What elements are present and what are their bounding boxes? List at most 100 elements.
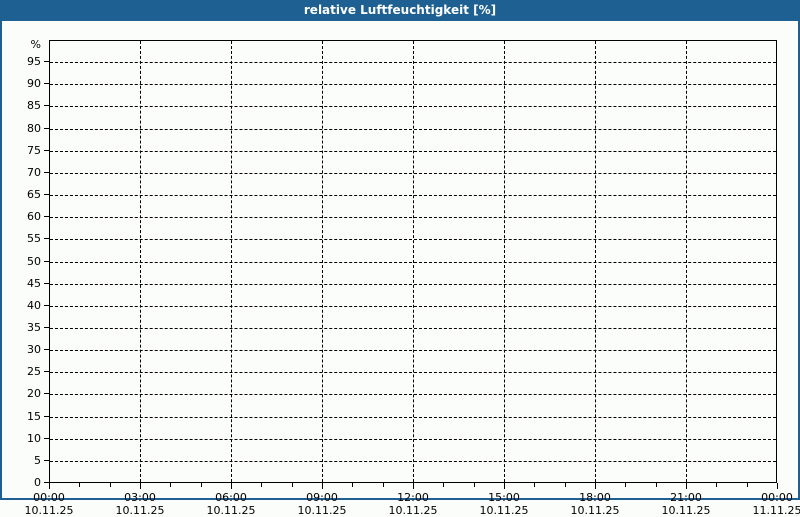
x-axis-minor-tick — [79, 483, 81, 487]
y-axis-tick-label: 5 — [34, 453, 41, 467]
x-axis-tick-time: 03:00 — [124, 491, 156, 504]
vertical-gridline — [504, 41, 505, 482]
vertical-gridline — [595, 41, 596, 482]
x-axis-minor-tick — [564, 483, 566, 487]
y-axis-tick — [44, 260, 49, 262]
x-axis-minor-tick — [716, 483, 718, 487]
x-axis-minor-tick — [382, 483, 384, 487]
x-axis-tick-date: 10.11.25 — [115, 504, 165, 517]
vertical-gridline — [413, 41, 414, 482]
x-axis-major-tick — [231, 483, 232, 489]
x-axis-tick-time: 00:00 — [33, 491, 65, 504]
y-axis-tick — [44, 127, 49, 129]
x-axis-minor-tick — [170, 483, 172, 487]
y-axis-tick-label: 65 — [27, 188, 41, 202]
vertical-gridline — [231, 41, 232, 482]
y-axis-tick-label: 30 — [27, 343, 41, 357]
plot-area — [49, 40, 777, 483]
y-axis-tick-label: 40 — [27, 298, 41, 312]
y-axis-tick-label: 35 — [27, 320, 41, 334]
x-axis-minor-tick — [746, 483, 748, 487]
y-axis-tick — [44, 326, 49, 328]
chart-canvas: % 0 5 10 15 20 25 30 35 40 45 50 55 60 65 70 75 80 85 90 95… — [2, 21, 800, 517]
vertical-gridline — [140, 41, 141, 482]
x-axis-tick-label: 15:00 10.11.25 — [459, 491, 549, 517]
y-axis-unit-label: % — [30, 38, 41, 52]
x-axis-minor-tick — [352, 483, 354, 487]
x-axis-tick-time: 21:00 — [670, 491, 702, 504]
vertical-gridline — [322, 41, 323, 482]
y-axis-tick — [44, 216, 49, 218]
x-axis-tick-date: 10.11.25 — [661, 504, 711, 517]
y-axis-tick — [44, 83, 49, 85]
x-axis-tick-date: 10.11.25 — [570, 504, 620, 517]
x-axis-minor-tick — [443, 483, 445, 487]
y-axis-tick-label: 50 — [27, 254, 41, 268]
y-axis-tick — [44, 304, 49, 306]
x-axis-tick-date: 10.11.25 — [388, 504, 438, 517]
x-axis-minor-tick — [473, 483, 475, 487]
y-axis-tick — [44, 459, 49, 461]
x-axis-major-tick — [413, 483, 414, 489]
y-axis-tick — [44, 437, 49, 439]
y-axis-tick-label: 85 — [27, 99, 41, 113]
y-axis-tick-label: 80 — [27, 121, 41, 135]
x-axis-tick-label: 06:00 10.11.25 — [186, 491, 276, 517]
x-axis-tick-date: 10.11.25 — [24, 504, 74, 517]
y-axis-tick — [44, 371, 49, 373]
x-axis-tick-label: 00:00 10.11.25 — [4, 491, 94, 517]
x-axis-tick-label: 09:00 10.11.25 — [277, 491, 367, 517]
y-axis-tick — [44, 415, 49, 417]
x-axis-tick-label: 21:00 10.11.25 — [641, 491, 731, 517]
x-axis-minor-tick — [534, 483, 536, 487]
y-axis-tick — [44, 149, 49, 151]
y-axis-tick — [44, 393, 49, 395]
x-axis-tick-time: 06:00 — [215, 491, 247, 504]
y-axis-tick — [44, 105, 49, 107]
x-axis-major-tick — [595, 483, 596, 489]
y-axis-tick-label: 45 — [27, 276, 41, 290]
x-axis-tick-date: 10.11.25 — [206, 504, 256, 517]
y-axis-tick-label: 10 — [27, 431, 41, 445]
vertical-gridline — [686, 41, 687, 482]
page-title: relative Luftfeuchtigkeit [%] — [303, 3, 497, 17]
x-axis-minor-tick — [109, 483, 111, 487]
y-axis-tick — [44, 349, 49, 351]
y-axis-tick — [44, 171, 49, 173]
x-axis-tick-label: 18:00 10.11.25 — [550, 491, 640, 517]
y-axis-tick — [44, 61, 49, 63]
y-axis-tick-label: 90 — [27, 77, 41, 91]
x-axis-major-tick — [686, 483, 687, 489]
y-axis-tick-label: 60 — [27, 210, 41, 224]
y-axis-tick-label: 15 — [27, 409, 41, 423]
x-axis-tick-label: 03:00 10.11.25 — [95, 491, 185, 517]
y-axis-tick-label: 25 — [27, 365, 41, 379]
y-axis-tick — [44, 194, 49, 196]
x-axis-tick-date: 10.11.25 — [297, 504, 347, 517]
x-axis-tick-time: 00:00 — [761, 491, 793, 504]
x-axis-tick-date: 10.11.25 — [479, 504, 529, 517]
y-axis-tick — [44, 238, 49, 240]
x-axis-major-tick — [504, 483, 505, 489]
x-axis-minor-tick — [625, 483, 627, 487]
y-axis-tick — [44, 282, 49, 284]
x-axis-tick-time: 12:00 — [397, 491, 429, 504]
x-axis-major-tick — [777, 483, 778, 489]
y-axis-tick — [44, 482, 49, 483]
y-axis-tick-label: 0 — [34, 476, 41, 489]
y-axis-tick-label: 55 — [27, 232, 41, 246]
x-axis-tick-label: 12:00 10.11.25 — [368, 491, 458, 517]
x-axis-major-tick — [49, 483, 50, 489]
x-axis-minor-tick — [200, 483, 202, 487]
y-axis-tick-label: 95 — [27, 55, 41, 69]
x-axis-tick-time: 18:00 — [579, 491, 611, 504]
y-axis-tick-label: 70 — [27, 165, 41, 179]
window-title-bar: relative Luftfeuchtigkeit [%] — [0, 0, 800, 21]
y-axis-tick-label: 75 — [27, 143, 41, 157]
x-axis-tick-time: 15:00 — [488, 491, 520, 504]
x-axis-minor-tick — [261, 483, 263, 487]
x-axis-tick-time: 09:00 — [306, 491, 338, 504]
x-axis-tick-label: 00:00 11.11.25 — [732, 491, 800, 517]
y-axis-tick-label: 20 — [27, 387, 41, 401]
